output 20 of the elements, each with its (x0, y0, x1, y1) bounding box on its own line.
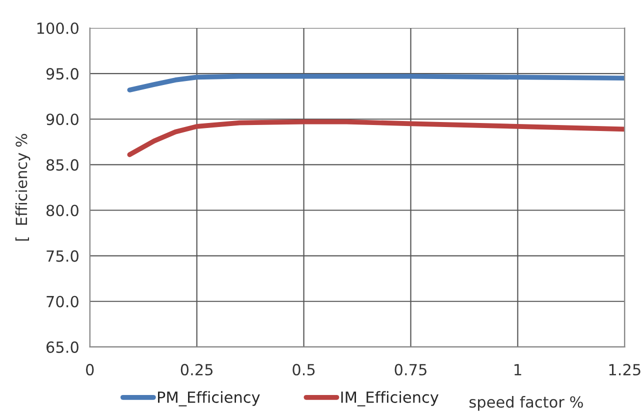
x-axis-title: speed factor % (469, 396, 583, 411)
y-tick-label: 100.0 (37, 22, 78, 34)
x-tick-label: 1.25 (609, 364, 640, 376)
y-tick-label: 70.0 (46, 296, 78, 308)
line-series (127, 119, 625, 158)
y-axis-title: [ Efficiency % (15, 134, 30, 241)
y-tick-label: 90.0 (46, 114, 78, 126)
legend-label: IM_Efficiency (341, 391, 438, 406)
line-series (127, 74, 625, 92)
y-tick-label: 80.0 (46, 204, 78, 216)
x-tick-label: 0.5 (292, 364, 315, 376)
x-tick-label: 0 (86, 364, 94, 376)
y-tick-label: 95.0 (46, 68, 78, 80)
x-tick-label: 1 (514, 364, 522, 376)
y-tick-label: 75.0 (46, 250, 78, 262)
legend-label: PM_Efficiency (158, 391, 260, 406)
y-tick-label: 85.0 (46, 159, 78, 171)
x-tick-label: 0.75 (394, 364, 426, 376)
x-tick-label: 0.25 (180, 364, 213, 376)
y-tick-label: 65.0 (46, 341, 78, 353)
